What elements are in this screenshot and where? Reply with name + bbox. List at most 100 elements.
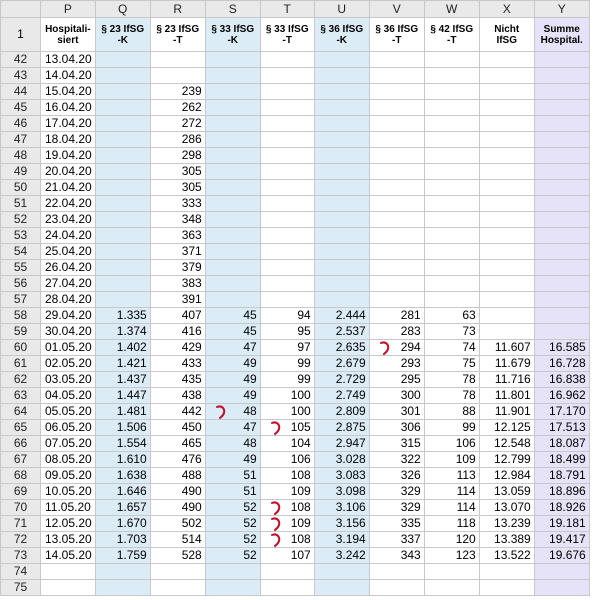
row-number[interactable]: 62 [0,371,41,388]
column-header-s[interactable]: S [204,0,261,18]
cell-x[interactable]: 13.059 [478,483,535,500]
cell-t[interactable]: 109 [259,515,315,532]
cell-r[interactable]: 465 [149,435,206,452]
cell-y[interactable] [533,179,590,196]
column-header-p[interactable]: P [40,0,96,18]
cell-v[interactable] [368,259,425,276]
row-number[interactable]: 53 [0,227,41,244]
cell-q[interactable]: 1.657 [94,499,151,516]
cell-t[interactable]: 94 [259,307,315,324]
cell-r[interactable]: 442 [149,403,206,420]
cell-t[interactable] [259,67,315,84]
cell-q[interactable]: 1.554 [94,435,151,452]
cell-r[interactable]: 391 [149,291,206,308]
cell-p[interactable]: 13.05.20 [40,531,96,548]
cell-p[interactable]: 21.04.20 [40,179,96,196]
cell-v[interactable] [368,147,425,164]
cell-y[interactable] [533,163,590,180]
cell-v[interactable]: 335 [368,515,425,532]
cell-p[interactable]: 07.05.20 [40,435,96,452]
cell-w[interactable]: 118 [423,515,480,532]
cell-s[interactable]: 52 [204,531,261,548]
cell-p[interactable]: 28.04.20 [40,291,96,308]
header-cell-r[interactable]: § 23 IfSG -T [149,17,206,52]
cell-t[interactable]: 97 [259,339,315,356]
cell-u[interactable] [313,163,370,180]
cell-s[interactable] [204,179,261,196]
cell-w[interactable]: 114 [423,499,480,516]
cell-s[interactable]: 49 [204,387,261,404]
cell-t[interactable]: 108 [259,531,315,548]
cell-x[interactable] [478,275,535,292]
cell-t[interactable] [259,147,315,164]
cell-s[interactable] [204,163,261,180]
column-header-x[interactable]: X [478,0,535,18]
cell-r[interactable] [149,563,206,580]
cell-y[interactable]: 16.962 [533,387,590,404]
cell-w[interactable] [423,51,480,68]
cell-x[interactable]: 11.607 [478,339,535,356]
cell-s[interactable]: 49 [204,451,261,468]
cell-t[interactable]: 108 [259,499,315,516]
cell-p[interactable]: 26.04.20 [40,259,96,276]
cell-p[interactable]: 05.05.20 [40,403,96,420]
cell-q[interactable] [94,131,151,148]
cell-v[interactable] [368,67,425,84]
cell-x[interactable] [478,147,535,164]
row-number[interactable]: 56 [0,275,41,292]
cell-w[interactable] [423,259,480,276]
cell-y[interactable]: 16.728 [533,355,590,372]
column-header-u[interactable]: U [313,0,370,18]
cell-u[interactable] [313,259,370,276]
cell-u[interactable] [313,227,370,244]
cell-p[interactable]: 30.04.20 [40,323,96,340]
cell-q[interactable]: 1.447 [94,387,151,404]
cell-u[interactable] [313,211,370,228]
header-cell-t[interactable]: § 33 IfSG -T [259,17,315,52]
cell-s[interactable]: 52 [204,499,261,516]
column-header-v[interactable]: V [368,0,425,18]
cell-w[interactable]: 63 [423,307,480,324]
cell-x[interactable]: 12.548 [478,435,535,452]
cell-r[interactable]: 450 [149,419,206,436]
cell-w[interactable]: 109 [423,451,480,468]
cell-v[interactable]: 293 [368,355,425,372]
cell-r[interactable]: 262 [149,99,206,116]
cell-v[interactable] [368,563,425,580]
row-number[interactable]: 57 [0,291,41,308]
cell-p[interactable]: 02.05.20 [40,355,96,372]
cell-u[interactable]: 2.679 [313,355,370,372]
cell-s[interactable]: 47 [204,339,261,356]
cell-s[interactable]: 49 [204,355,261,372]
cell-x[interactable]: 13.522 [478,547,535,564]
cell-p[interactable]: 09.05.20 [40,467,96,484]
cell-v[interactable]: 281 [368,307,425,324]
cell-u[interactable] [313,291,370,308]
cell-u[interactable]: 2.749 [313,387,370,404]
row-number[interactable]: 49 [0,163,41,180]
cell-q[interactable]: 1.646 [94,483,151,500]
cell-t[interactable] [259,563,315,580]
row-number[interactable]: 47 [0,131,41,148]
header-cell-y[interactable]: Summe Hospital. [533,17,590,52]
cell-s[interactable]: 48 [204,403,261,420]
row-number[interactable]: 54 [0,243,41,260]
cell-s[interactable]: 45 [204,323,261,340]
cell-y[interactable]: 19.417 [533,531,590,548]
column-header-r[interactable]: R [149,0,206,18]
cell-x[interactable] [478,563,535,580]
cell-s[interactable] [204,115,261,132]
cell-v[interactable] [368,291,425,308]
cell-s[interactable] [204,579,261,596]
cell-v[interactable] [368,99,425,116]
cell-q[interactable]: 1.506 [94,419,151,436]
cell-t[interactable]: 99 [259,355,315,372]
cell-q[interactable] [94,275,151,292]
cell-u[interactable] [313,179,370,196]
row-number[interactable]: 68 [0,467,41,484]
row-number[interactable]: 72 [0,531,41,548]
cell-v[interactable] [368,243,425,260]
cell-t[interactable] [259,579,315,596]
cell-p[interactable]: 29.04.20 [40,307,96,324]
